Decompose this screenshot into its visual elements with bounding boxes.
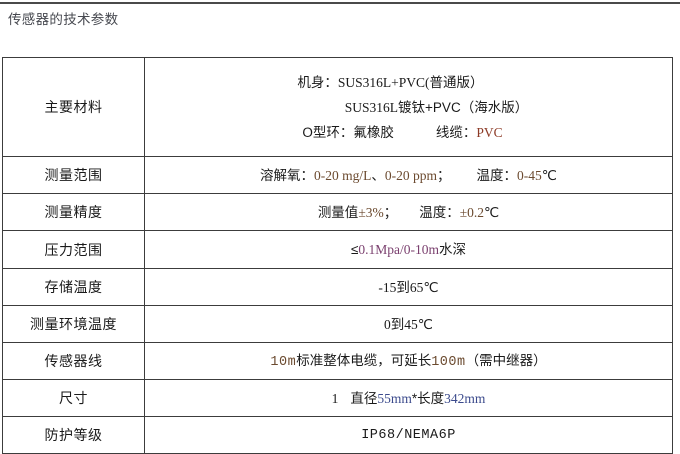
table-row: 测量环境温度 0到45℃ <box>2 305 673 343</box>
dimensions-diameter-label: 直径 <box>350 390 378 406</box>
spec-label-measuring-range: 测量范围 <box>2 156 145 194</box>
dimensions-length-label: *长度 <box>411 390 445 406</box>
accuracy-temp-unit: ℃ <box>484 204 500 220</box>
table-row: 防护等级 IP68/NEMA6P <box>2 416 673 454</box>
cable-extended-length: 100m <box>431 354 466 370</box>
range-temp-label: 温度： <box>476 167 518 183</box>
spec-label-accuracy: 测量精度 <box>2 193 145 231</box>
cable-line: 10m标准整体电缆，可延长100m（需中继器） <box>145 348 672 375</box>
spec-label-protection-rating: 防护等级 <box>2 416 145 454</box>
sensor-spec-table: 主要材料 机身：SUS316L+PVC(普通版） SUS316L镀钛+PVC（海… <box>2 57 673 454</box>
spec-value-sensor-cable: 10m标准整体电缆，可延长100m（需中继器） <box>144 342 673 380</box>
spec-label-ambient-temp: 测量环境温度 <box>2 305 145 343</box>
table-row: 测量范围 溶解氧：0-20 mg/L、0-20 ppm； 温度：0-45℃ <box>2 156 673 194</box>
spec-label-storage-temp: 存储温度 <box>2 268 145 306</box>
ambient-temp-unit: ℃ <box>417 316 433 332</box>
material-body-value: SUS316L+PVC(普通版） <box>337 74 484 90</box>
spec-value-dimensions: 1 直径55mm*长度342mm <box>144 379 673 417</box>
spec-value-pressure-range: ≤0.1Mpa/0-10m水深 <box>144 230 673 269</box>
cable-suffix: （需中继器） <box>465 352 547 368</box>
storage-temp-max: 65 <box>409 279 424 295</box>
ambient-temp-connector: 到 <box>390 316 405 332</box>
protection-rating-value: IP68/NEMA6P <box>361 427 456 443</box>
table-row: 主要材料 机身：SUS316L+PVC(普通版） SUS316L镀钛+PVC（海… <box>2 57 673 157</box>
material-line-body: 机身：SUS316L+PVC(普通版） <box>145 70 672 95</box>
spec-table-body: 主要材料 机身：SUS316L+PVC(普通版） SUS316L镀钛+PVC（海… <box>2 57 673 454</box>
ambient-temp-line: 0到45℃ <box>145 312 672 337</box>
material-seawater-value: SUS316L镀钛 <box>344 99 426 115</box>
cable-standard-length: 10m <box>270 354 297 370</box>
storage-temp-unit: ℃ <box>423 279 439 295</box>
accuracy-temp-value: ±0.2 <box>459 204 485 220</box>
material-cable-label: 线缆： <box>435 124 477 140</box>
cable-middle-text: 标准整体电缆，可延长 <box>296 352 432 368</box>
table-row: 测量精度 测量值±3%； 温度：±0.2℃ <box>2 193 673 231</box>
material-oring-text: O型环：氟橡胶 <box>302 124 394 140</box>
storage-temp-min: -15 <box>378 279 397 295</box>
range-temp-value: 0-45 <box>517 167 542 183</box>
material-cable-value: PVC <box>476 124 503 140</box>
accuracy-prefix: 测量值 <box>317 204 359 220</box>
range-do-value-1: 0-20 mg/L <box>314 167 372 183</box>
spec-label-main-material: 主要材料 <box>2 57 145 157</box>
ambient-temp-min: 0 <box>384 316 391 332</box>
spec-label-dimensions: 尺寸 <box>2 379 145 417</box>
spec-value-measuring-range: 溶解氧：0-20 mg/L、0-20 ppm； 温度：0-45℃ <box>144 156 673 194</box>
storage-temp-line: -15到65℃ <box>145 275 672 300</box>
spec-value-protection-rating: IP68/NEMA6P <box>144 416 673 454</box>
table-row: 压力范围 ≤0.1Mpa/0-10m水深 <box>2 230 673 269</box>
table-row: 传感器线 10m标准整体电缆，可延长100m（需中继器） <box>2 342 673 380</box>
pressure-symbol: ≤ <box>350 242 359 257</box>
material-seawater-suffix: +PVC（海水版） <box>425 99 529 115</box>
material-line-oring-cable: O型环：氟橡胶 线缆：PVC <box>145 120 672 145</box>
accuracy-sep: ； <box>383 204 398 220</box>
range-do-value-2: 0-20 ppm <box>384 167 438 183</box>
spec-label-sensor-cable: 传感器线 <box>2 342 145 380</box>
page-title: 传感器的技术参数 <box>8 12 119 27</box>
spec-value-main-material: 机身：SUS316L+PVC(普通版） SUS316L镀钛+PVC（海水版） O… <box>144 57 673 157</box>
range-sep-2: ； <box>437 167 451 183</box>
range-do-label: 溶解氧： <box>260 167 315 183</box>
pressure-suffix: 水深 <box>439 242 467 257</box>
ambient-temp-max: 45 <box>404 316 418 332</box>
range-line: 溶解氧：0-20 mg/L、0-20 ppm； 温度：0-45℃ <box>145 163 672 188</box>
material-body-label: 机身： <box>297 74 338 90</box>
pressure-line: ≤0.1Mpa/0-10m水深 <box>145 237 672 262</box>
range-sep-1: 、 <box>371 167 385 183</box>
dimensions-line: 1 直径55mm*长度342mm <box>145 386 672 411</box>
table-row: 存储温度 -15到65℃ <box>2 268 673 306</box>
spec-value-storage-temp: -15到65℃ <box>144 268 673 306</box>
dimensions-index: 1 <box>331 390 339 406</box>
spec-label-pressure-range: 压力范围 <box>2 230 145 269</box>
table-row: 尺寸 1 直径55mm*长度342mm <box>2 379 673 417</box>
dimensions-length-value: 342mm <box>444 390 486 406</box>
material-line-seawater: SUS316L镀钛+PVC（海水版） <box>145 95 672 120</box>
spec-value-ambient-temp: 0到45℃ <box>144 305 673 343</box>
spec-value-accuracy: 测量值±3%； 温度：±0.2℃ <box>144 193 673 231</box>
storage-temp-connector: 到 <box>396 279 410 295</box>
accuracy-value-1: ±3% <box>358 204 384 220</box>
top-divider <box>0 2 680 4</box>
accuracy-line: 测量值±3%； 温度：±0.2℃ <box>145 200 672 225</box>
accuracy-temp-label: 温度： <box>419 204 460 220</box>
pressure-value: 0.1Mpa/0-10m <box>358 242 440 257</box>
dimensions-diameter-value: 55mm <box>377 390 412 406</box>
range-temp-unit: ℃ <box>541 167 557 183</box>
